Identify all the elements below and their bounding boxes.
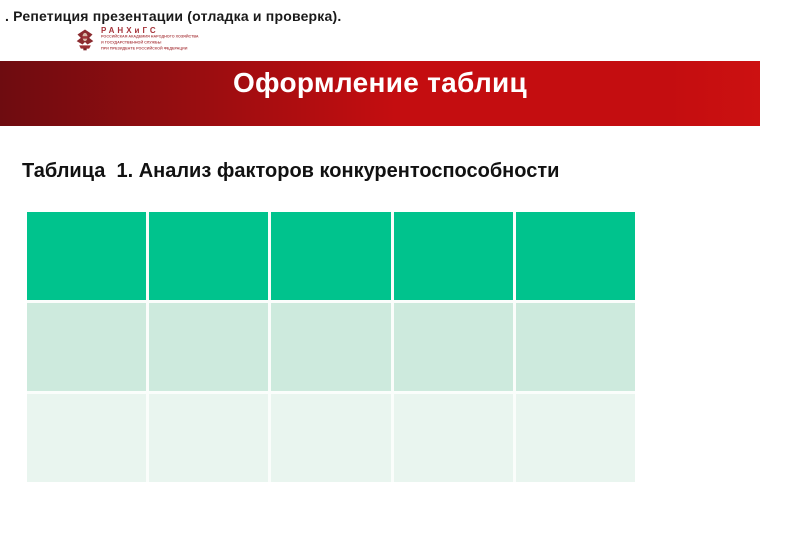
slide-title: Оформление таблиц — [232, 67, 528, 98]
demo-table — [27, 212, 635, 482]
eagle-emblem-icon — [76, 29, 94, 51]
table-cell-r3c5 — [515, 394, 635, 482]
table-cell-r2c3 — [271, 303, 391, 391]
table-cell-r1c2 — [149, 212, 269, 300]
table-cell-r1c3 — [271, 212, 391, 300]
table-cell-r1c5 — [515, 212, 635, 300]
table-cell-r2c4 — [393, 303, 513, 391]
logo-line-2: И ГОСУДАРСТВЕННОЙ СЛУЖБЫ — [101, 41, 162, 45]
table-cell-r3c4 — [393, 394, 513, 482]
table-cell-r3c2 — [149, 394, 269, 482]
logo-line-3: ПРИ ПРЕЗИДЕНТЕ РОССИЙСКОЙ ФЕДЕРАЦИИ — [101, 47, 188, 51]
table-cell-r2c1 — [27, 303, 147, 391]
header-note: . Репетиция презентации (отладка и прове… — [5, 8, 342, 24]
table-cell-r1c1 — [27, 212, 147, 300]
table-cell-r2c2 — [149, 303, 269, 391]
table-cell-r3c1 — [27, 394, 147, 482]
logo-text: РАНХиГС РОССИЙСКАЯ АКАДЕМИЯ НАРОДНОГО ХО… — [101, 27, 258, 53]
title-banner: Оформление таблиц — [0, 61, 760, 126]
logo-line-1: РОССИЙСКАЯ АКАДЕМИЯ НАРОДНОГО ХОЗЯЙСТВА — [101, 35, 199, 39]
logo-wordmark: РАНХиГС — [101, 26, 159, 35]
table-cell-r3c3 — [271, 394, 391, 482]
table-cell-r2c5 — [515, 303, 635, 391]
table-caption: Таблица 1. Анализ факторов конкурентоспо… — [22, 160, 560, 182]
ranepa-logo: РАНХиГС РОССИЙСКАЯ АКАДЕМИЯ НАРОДНОГО ХО… — [75, 27, 258, 53]
table-cell-r1c4 — [393, 212, 513, 300]
